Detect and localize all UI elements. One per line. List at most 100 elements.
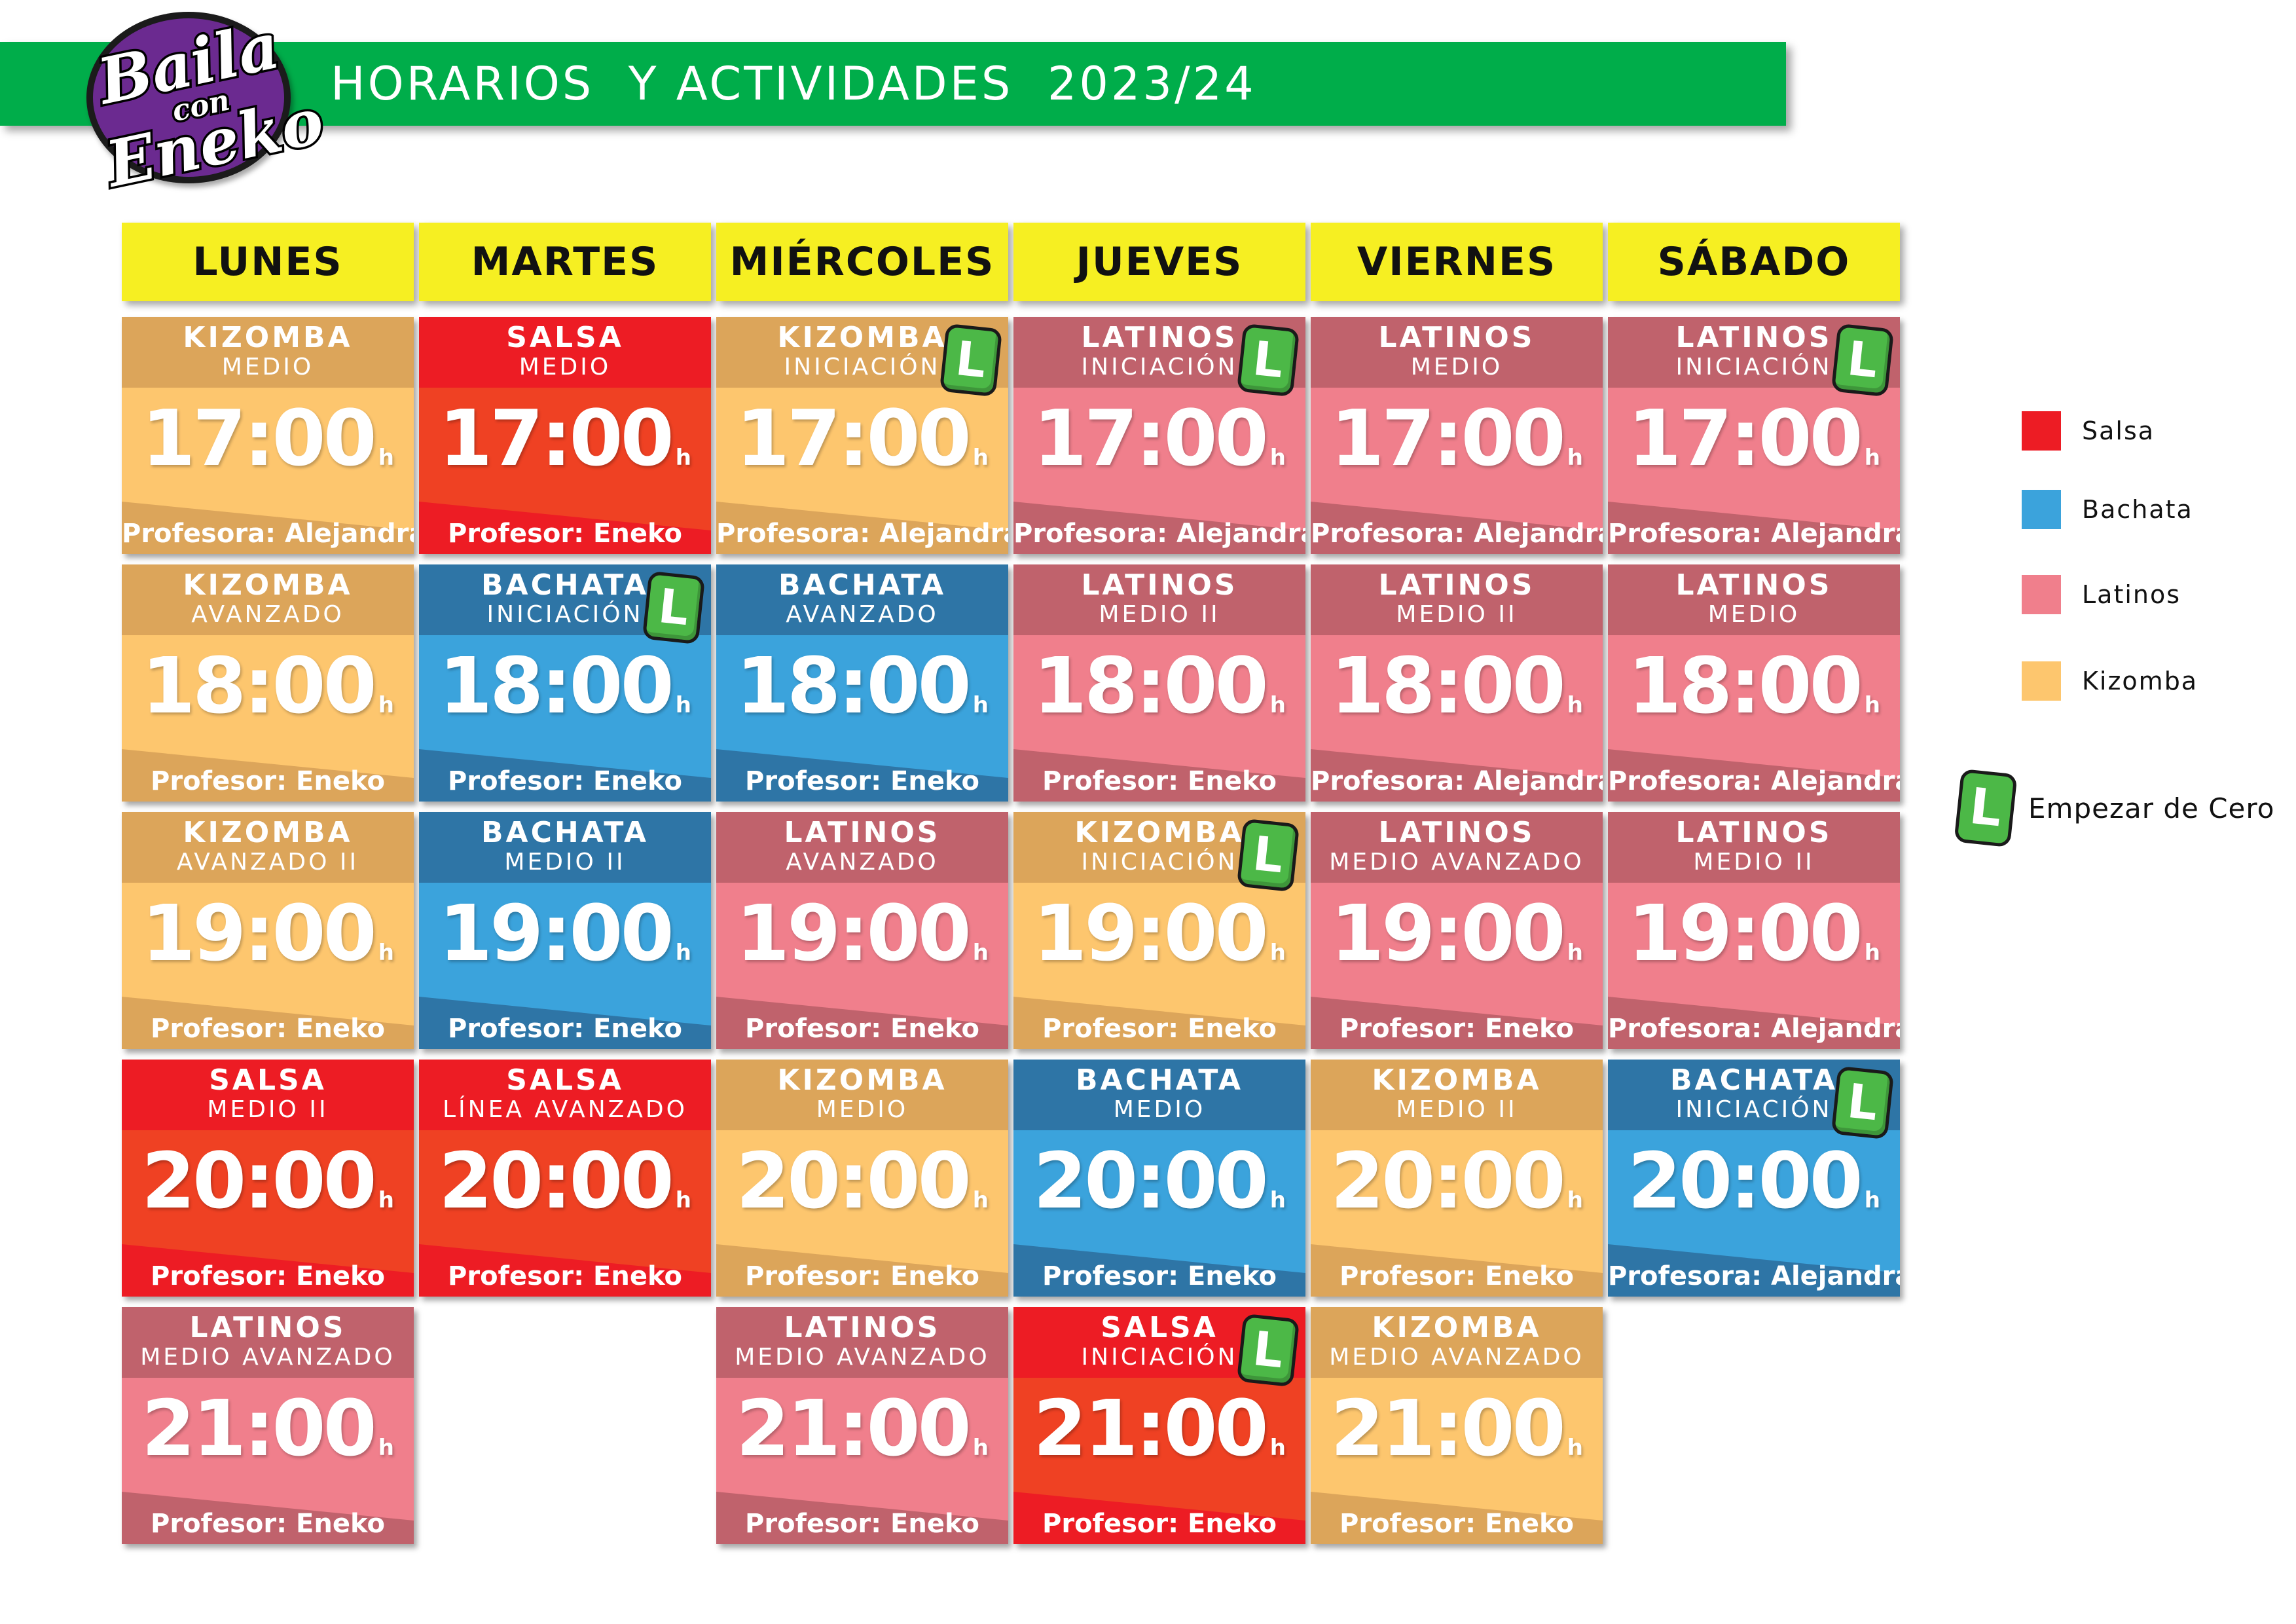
hour-suffix: h — [1864, 940, 1880, 966]
class-time-value: 20:00 — [141, 1135, 377, 1226]
class-time: 19:00 h — [1311, 891, 1603, 995]
class-time-value: 18:00 — [1330, 640, 1566, 731]
class-time-value: 17:00 — [736, 393, 972, 483]
class-teacher: Profesor: Eneko — [448, 1014, 682, 1044]
day-header-5: SÁBADO — [1608, 223, 1900, 301]
class-name: KIZOMBA — [1372, 1063, 1542, 1097]
class-level: MEDIO AVANZADO — [735, 1344, 990, 1371]
class-level: MEDIO II — [1099, 601, 1220, 628]
class-level: INICIACIÓN — [1081, 849, 1238, 876]
class-teacher: Profesora: Alejandra — [1608, 519, 1900, 549]
class-time-value: 18:00 — [439, 640, 674, 731]
class-time-value: 17:00 — [439, 393, 674, 483]
card-header: LATINOS MEDIO — [1608, 564, 1900, 635]
class-time: 18:00 h — [1311, 643, 1603, 748]
class-teacher: Profesora: Alejandra — [1311, 766, 1603, 796]
class-time: 17:00 h — [716, 396, 1008, 500]
class-time: 19:00 h — [1608, 891, 1900, 995]
class-time-value: 17:00 — [1033, 393, 1269, 483]
class-time-value: 20:00 — [736, 1135, 972, 1226]
class-card: LATINOS MEDIO 18:00 h Profesora: Alejandra — [1608, 564, 1900, 802]
class-level: MEDIO — [1113, 1096, 1206, 1123]
class-teacher: Profesora: Alejandra — [122, 519, 414, 549]
hour-suffix: h — [1567, 445, 1583, 471]
class-name: SALSA — [1101, 1311, 1218, 1344]
class-name: LATINOS — [1675, 568, 1832, 602]
class-teacher: Profesor: Eneko — [151, 766, 385, 796]
class-name: SALSA — [506, 1063, 624, 1097]
hour-suffix: h — [1864, 692, 1880, 718]
class-time: 17:00 h — [1013, 396, 1305, 500]
baila-con-eneko-logo: Baila con Eneko — [86, 6, 332, 204]
class-name: KIZOMBA — [183, 568, 353, 602]
class-card: KIZOMBA AVANZADO 18:00 h Profesor: Eneko — [122, 564, 414, 802]
class-time: 17:00 h — [419, 396, 711, 500]
class-level: MEDIO — [1707, 601, 1800, 628]
class-teacher: Profesor: Eneko — [1042, 766, 1277, 796]
class-level: INICIACIÓN — [1081, 1344, 1238, 1371]
legend-label: Latinos — [2082, 580, 2181, 609]
class-name: KIZOMBA — [777, 1063, 947, 1097]
hour-suffix: h — [972, 445, 989, 471]
class-card: LATINOS AVANZADO 19:00 h Profesor: Eneko — [716, 812, 1008, 1049]
class-level: AVANZADO — [191, 601, 344, 628]
class-card: BACHATA MEDIO II 19:00 h Profesor: Eneko — [419, 812, 711, 1049]
class-teacher: Profesor: Eneko — [745, 1509, 979, 1539]
class-level: MEDIO II — [1693, 849, 1815, 876]
class-time-value: 19:00 — [439, 888, 674, 978]
class-level: AVANZADO II — [176, 849, 359, 876]
class-time-value: 19:00 — [1628, 888, 1863, 978]
class-time: 20:00 h — [122, 1138, 414, 1243]
class-time-value: 18:00 — [1033, 640, 1269, 731]
class-teacher: Profesora: Alejandra — [1311, 519, 1603, 549]
beginner-l-icon: L — [642, 570, 706, 645]
beginner-l-icon: L — [1831, 323, 1895, 397]
class-time-value: 19:00 — [1033, 888, 1269, 978]
class-level: INICIACIÓN — [486, 601, 644, 628]
class-level: MEDIO — [816, 1096, 909, 1123]
class-name: SALSA — [209, 1063, 327, 1097]
class-time: 21:00 h — [716, 1386, 1008, 1490]
hour-suffix: h — [675, 692, 691, 718]
beginner-l-icon: L — [1831, 1065, 1895, 1140]
class-teacher: Profesora: Alejandra — [1608, 1261, 1900, 1291]
class-time: 18:00 h — [1608, 643, 1900, 748]
class-teacher: Profesor: Eneko — [1042, 1509, 1277, 1539]
class-level: MEDIO II — [504, 849, 626, 876]
logo-lettering: Baila con Eneko — [88, 6, 332, 204]
class-name: LATINOS — [1378, 816, 1535, 849]
class-name: LATINOS — [1378, 568, 1535, 602]
hour-suffix: h — [378, 940, 394, 966]
hour-suffix: h — [1567, 940, 1583, 966]
hour-suffix: h — [378, 1187, 394, 1213]
class-level: MEDIO II — [1396, 601, 1518, 628]
class-teacher: Profesor: Eneko — [745, 766, 979, 796]
day-header-0: LUNES — [122, 223, 414, 301]
legend-swatch — [2022, 490, 2061, 529]
hour-suffix: h — [1567, 1435, 1583, 1461]
hour-suffix: h — [972, 940, 989, 966]
class-level: MEDIO II — [1396, 1096, 1518, 1123]
class-time: 21:00 h — [1311, 1386, 1603, 1490]
class-teacher: Profesor: Eneko — [448, 766, 682, 796]
class-level: MEDIO — [1410, 354, 1503, 380]
day-header-2: MIÉRCOLES — [716, 223, 1008, 301]
hour-suffix: h — [1269, 1187, 1286, 1213]
class-name: BACHATA — [481, 816, 649, 849]
card-header: LATINOS MEDIO II — [1311, 564, 1603, 635]
class-time: 20:00 h — [1311, 1138, 1603, 1243]
class-time-value: 21:00 — [141, 1383, 377, 1473]
class-time: 18:00 h — [419, 643, 711, 748]
class-level: INICIACIÓN — [1675, 354, 1832, 380]
class-time: 19:00 h — [122, 891, 414, 995]
class-teacher: Profesor: Eneko — [448, 519, 682, 549]
class-name: LATINOS — [784, 1311, 941, 1344]
class-time: 17:00 h — [122, 396, 414, 500]
class-time: 19:00 h — [716, 891, 1008, 995]
class-time-value: 19:00 — [1330, 888, 1566, 978]
class-teacher: Profesor: Eneko — [1339, 1509, 1574, 1539]
card-header: LATINOS MEDIO AVANZADO — [1311, 812, 1603, 883]
class-name: LATINOS — [189, 1311, 346, 1344]
hour-suffix: h — [378, 692, 394, 718]
class-level: LÍNEA AVANZADO — [443, 1096, 687, 1123]
